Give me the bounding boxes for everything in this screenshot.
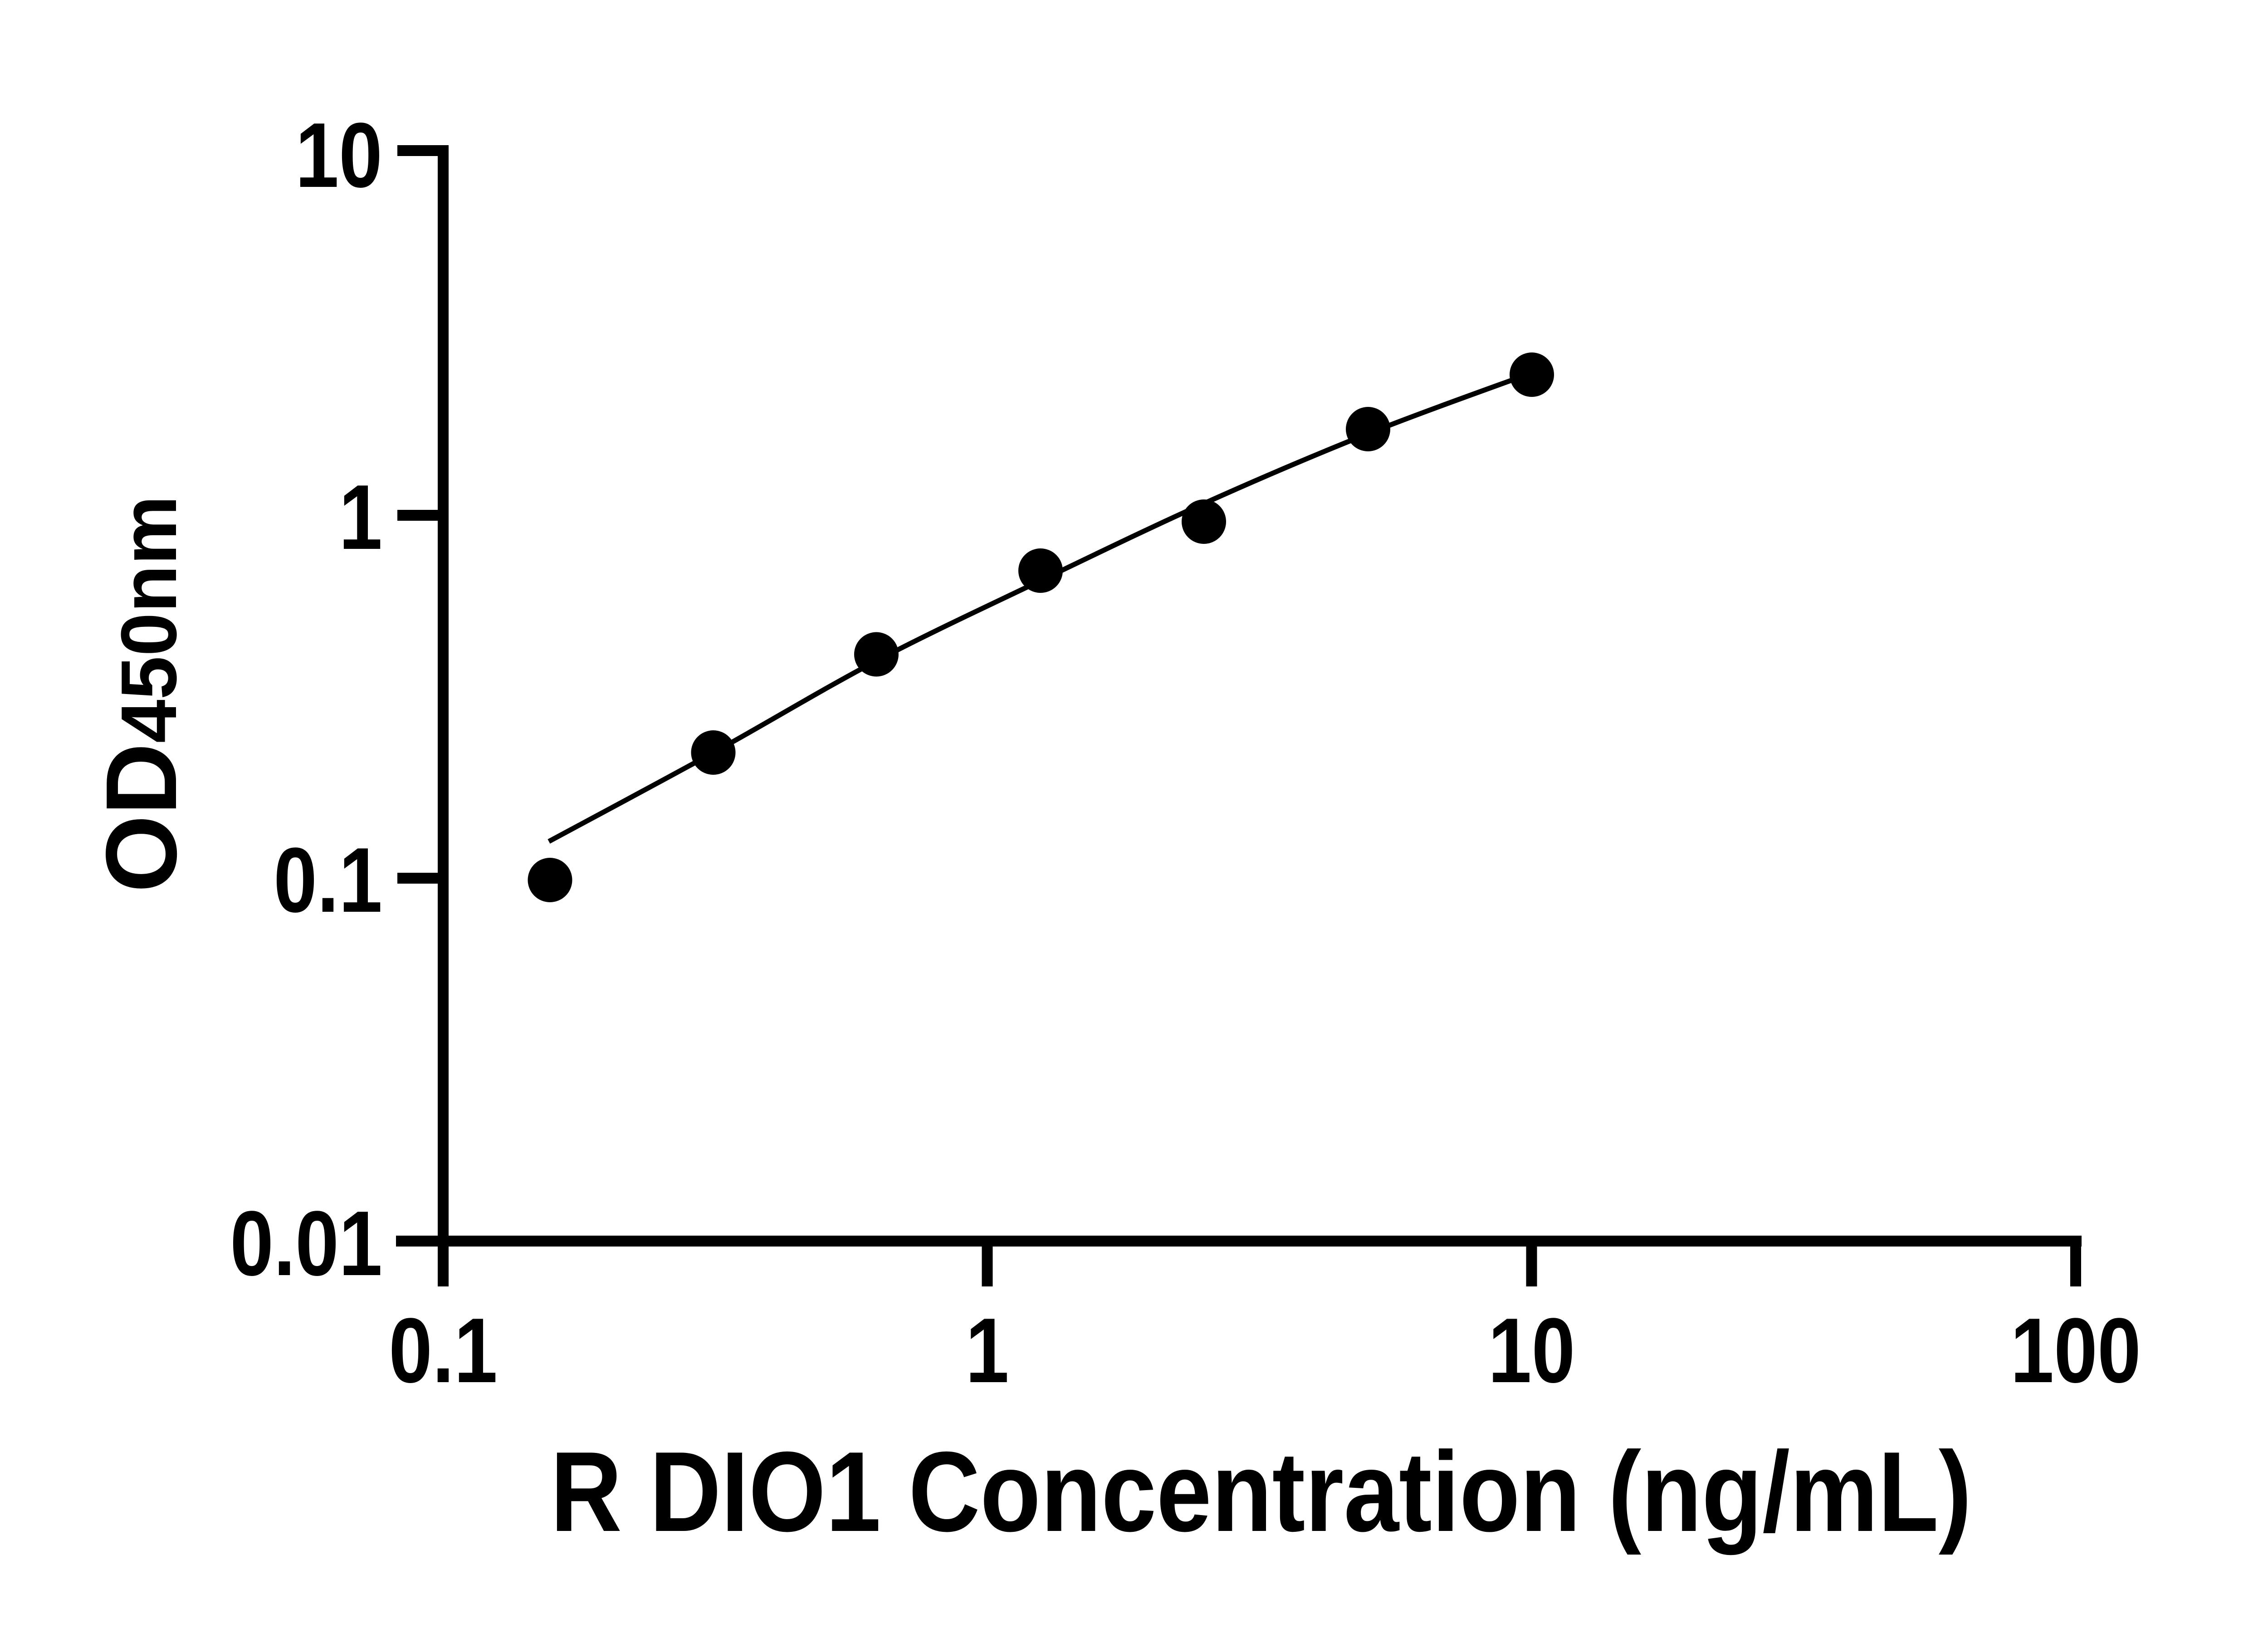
svg-text:0.1: 0.1 [274, 828, 382, 931]
svg-text:1: 1 [339, 465, 382, 568]
svg-text:10: 10 [1488, 1299, 1575, 1402]
svg-text:10: 10 [295, 103, 382, 206]
svg-text:0.1: 0.1 [389, 1299, 498, 1402]
svg-text:1: 1 [966, 1299, 1009, 1402]
svg-text:100: 100 [2010, 1299, 2141, 1402]
svg-text:OD450nm: OD450nm [85, 495, 197, 892]
svg-text:R DIO1 Concentration (ng/mL): R DIO1 Concentration (ng/mL) [550, 1428, 1971, 1555]
svg-text:0.01: 0.01 [230, 1192, 382, 1295]
